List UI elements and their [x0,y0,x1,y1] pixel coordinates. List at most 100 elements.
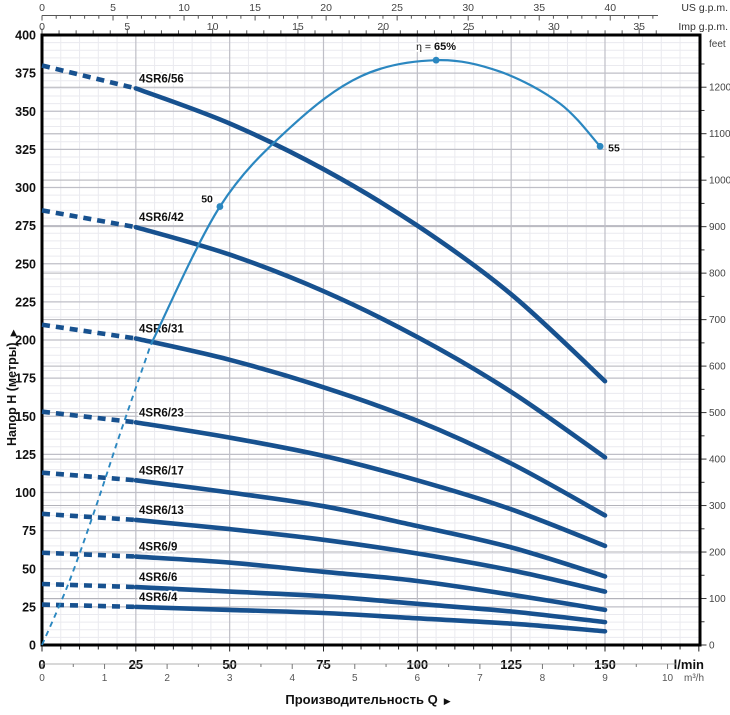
axis-tick-label-feet: 200 [709,548,726,559]
efficiency-peak-label: η = 65% [416,41,456,53]
axis-tick-label-feet: 1000 [709,176,730,187]
head-curve-solid-4SR6/13 [133,517,608,594]
axis-tick-label-us: 5 [110,2,116,14]
head-curve-solid-4SR6/56 [133,86,608,384]
axis-tick-label-m3h: 9 [602,673,608,684]
efficiency-peak-value: 65% [434,41,456,53]
axis-tick-label-feet: 100 [709,594,726,605]
head-curve-solid-4SR6/17 [133,478,608,579]
head-curve-dashed-4SR6/13 [41,511,136,523]
axis-tick-label-us: 35 [533,2,545,14]
head-curves: 4SR6/56 4SR6/42 4SR6/31 4SR6/23 4SR6/17 4SR6/… [41,63,608,634]
efficiency-marker-label: 50 [201,194,213,206]
axis-tick-label-metres: 125 [15,448,36,462]
axis-tick-label-imp: 10 [207,21,219,33]
efficiency-peak-prefix: η = [416,41,434,53]
head-curve-solid-4SR6/42 [133,224,608,460]
axis-tick-label-m3h: 6 [415,673,421,684]
axis-tick-label-metres: 100 [15,486,36,500]
head-curve-solid-4SR6/6 [133,584,608,625]
axis-tick-label-us: 25 [391,2,403,14]
y-axis-arrow-icon: ▶ [8,329,18,336]
x-axis-title-group: Производительность Q ▶ [285,692,450,707]
axis-tick-label-imp: 20 [377,21,389,33]
axis-right-feet: 0 100 200 300 400 500 600 700 800 900 1000 1100 1200… [701,39,730,652]
axis-tick-label-metres: 50 [22,562,36,576]
curve-label-4SR6/23: 4SR6/23 [139,407,184,419]
curve-label-4SR6/9: 4SR6/9 [139,542,177,554]
curve-label-4SR6/13: 4SR6/13 [139,505,184,517]
axis-bottom-m3h: 0 1 2 3 4 5 6 7 8 9 10 m³/h [39,663,704,684]
curve-label-4SR6/4: 4SR6/4 [139,592,178,604]
axis-tick-label-feet: 1100 [709,129,730,140]
efficiency-marker [216,203,224,210]
axis-tick-label-metres: 200 [15,334,36,348]
axis-tick-label-metres: 175 [15,372,36,386]
y-axis-title: Напор H (метры)▶ [5,329,19,446]
axis-tick-label-m3h: 0 [39,673,45,684]
axis-tick-label-m3h: 8 [540,673,546,684]
x-axis-title: Производительность Q ▶ [285,692,450,707]
curve-label-4SR6/6: 4SR6/6 [139,572,177,584]
head-curve-solid-4SR6/23 [133,420,608,549]
axis-tick-label-imp: 25 [463,21,475,33]
axis-tick-label-us: 0 [39,2,45,14]
axis-tick-label-us: 20 [320,2,332,14]
axis-tick-label-m3h: 2 [164,673,170,684]
curve-label-4SR6/17: 4SR6/17 [139,465,184,477]
axis-tick-label-feet: 1200 [709,83,730,94]
head-curve-dashed-4SR6/56 [41,63,137,91]
axis-tick-label-imp: 30 [548,21,560,33]
curve-label-4SR6/31: 4SR6/31 [139,323,184,335]
head-curve-dashed-4SR6/42 [41,208,137,230]
head-curve-dashed-4SR6/31 [41,322,137,341]
head-curve-dashed-4SR6/9 [41,550,136,559]
axis-tick-label-feet: 0 [709,641,715,652]
grid [42,35,700,645]
axis-tick-label-feet: 900 [709,222,726,233]
axis-tick-label-metres: 350 [15,105,36,119]
axis-tick-label-us: 10 [178,2,190,14]
axis-tick-label-metres: 275 [15,219,36,233]
axis-tick-label-imp: 35 [633,21,645,33]
efficiency-curve-dashed [41,344,152,646]
head-curve-solid-4SR6/4 [133,604,608,634]
axis-tick-label-m3h: 1 [102,673,108,684]
efficiency-marker [432,56,440,64]
plot-frame [40,33,702,647]
axis-tick-label-feet: 300 [709,501,726,512]
x-axis-arrow-icon: ▶ [444,696,451,706]
axis-unit-m3h: m³/h [684,673,704,684]
axis-tick-label-feet: 800 [709,269,726,280]
axis-tick-label-metres: 300 [15,181,36,195]
axis-tick-label-metres: 75 [22,524,36,538]
axis-tick-label-m3h: 4 [289,673,295,684]
axis-unit-us-gpm: US g.p.m. [681,2,728,14]
head-curve-dashed-4SR6/17 [41,470,137,483]
axis-tick-label-feet: 500 [709,408,726,419]
efficiency-marker-label: 55 [608,142,620,154]
y-axis-title-group: Напор H (метры)▶ [5,329,19,446]
axis-tick-label-metres: 250 [15,257,36,271]
axis-tick-label-m3h: 10 [662,673,674,684]
head-curve-solid-4SR6/31 [133,336,608,518]
axis-left-metres: 0 25 50 75 100 125 150 175 200 225 250 275 300 325 350… [15,29,36,653]
axis-tick-label-imp: 5 [124,21,130,33]
head-curve-dashed-4SR6/4 [41,602,136,610]
axis-tick-label-metres: 325 [15,143,36,157]
axis-tick-label-metres: 375 [15,67,36,81]
axis-tick-label-metres: 25 [22,600,36,614]
axis-tick-label-feet: 600 [709,362,726,373]
axis-tick-label-metres: 0 [29,639,36,653]
axis-tick-label-us: 30 [462,2,474,14]
axis-tick-label-us: 15 [249,2,261,14]
efficiency-curve: 50 η = 65% 55 [41,39,622,646]
axis-unit-lmin: l/min [674,657,704,672]
head-curve-dashed-4SR6/6 [41,581,136,590]
axis-tick-label-imp: 15 [292,21,304,33]
axis-tick-label-feet: 700 [709,315,726,326]
axis-tick-label-feet: 400 [709,455,726,466]
